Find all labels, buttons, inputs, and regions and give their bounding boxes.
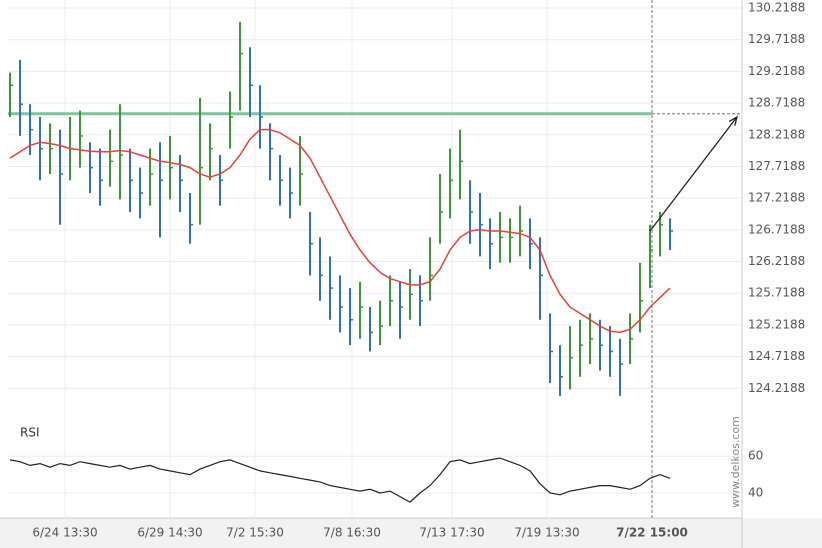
x-tick-label: 7/13 17:30 <box>419 526 484 540</box>
y-tick-label: 40 <box>748 485 763 499</box>
arrow-head <box>728 115 739 126</box>
y-tick-label: 124.2188 <box>748 381 805 395</box>
watermark: www.delkos.com <box>729 416 742 508</box>
y-tick-label: 128.2188 <box>748 127 805 141</box>
y-tick-label: 126.2188 <box>748 254 805 268</box>
y-tick-label: 60 <box>748 449 763 463</box>
moving-average <box>9 128 671 334</box>
x-tick-label: 6/24 13:30 <box>32 526 97 540</box>
y-tick-label: 125.7188 <box>748 286 805 300</box>
y-tick-label: 126.7188 <box>748 222 805 236</box>
y-tick-label: 124.7188 <box>748 349 805 363</box>
y-tick-label: 129.7188 <box>748 32 805 46</box>
x-tick-label: 7/19 13:30 <box>514 526 579 540</box>
y-tick-label: 128.7188 <box>748 96 805 110</box>
y-tick-label: 129.2188 <box>748 64 805 78</box>
rsi-label: RSI <box>20 426 40 440</box>
x-tick-label: 7/2 15:30 <box>226 526 284 540</box>
x-tick-label: 7/22 15:00 <box>616 526 688 540</box>
rsi-line <box>9 457 671 503</box>
y-tick-label: 127.7188 <box>748 159 805 173</box>
x-tick-label: 7/8 16:30 <box>323 526 381 540</box>
y-tick-label: 127.2188 <box>748 191 805 205</box>
y-tick-label: 130.2188 <box>748 1 805 15</box>
y-tick-label: 125.2188 <box>748 317 805 331</box>
x-axis-band <box>0 518 822 548</box>
x-tick-label: 6/29 14:30 <box>137 526 202 540</box>
forecast-arrow <box>649 116 738 232</box>
